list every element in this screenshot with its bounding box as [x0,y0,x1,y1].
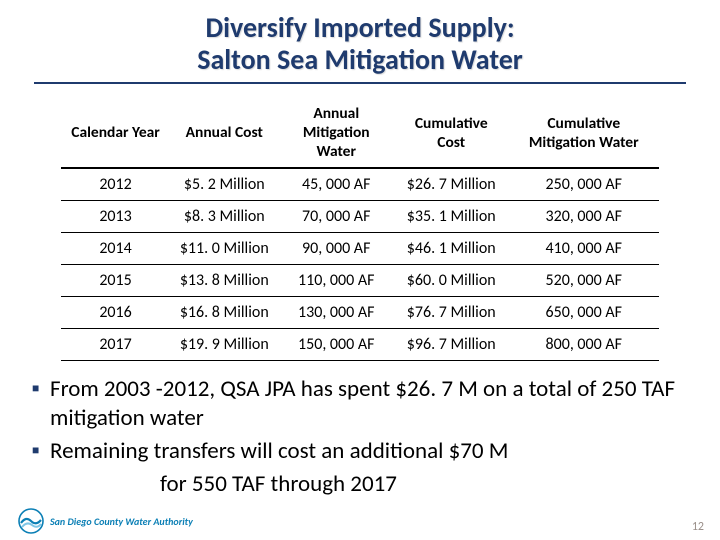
table-cell: 2013 [61,201,170,233]
table-cell: 800, 000 AF [509,329,659,361]
table-cell: $11. 0 Million [170,233,279,265]
table-header-row: Calendar Year Annual Cost Annual Mitigat… [61,98,658,168]
col-cum-cost: Cumulative Cost [394,98,509,168]
bullet-1: ■ From 2003 -2012, QSA JPA has spent $26… [32,375,688,433]
bullet-2-cont-text: for 550 TAF through 2017 [50,470,688,499]
slide-title: Diversify Imported Supply: Salton Sea Mi… [24,12,696,76]
table-row: 2013$8. 3 Million70, 000 AF$35. 1 Millio… [61,201,658,233]
title-line-2: Salton Sea Mitigation Water [197,42,523,77]
table-cell: $16. 8 Million [170,297,279,329]
bullet-list: ■ From 2003 -2012, QSA JPA has spent $26… [32,375,688,498]
table-cell: $5. 2 Million [170,168,279,201]
table-cell: 2015 [61,265,170,297]
table-cell: $60. 0 Million [394,265,509,297]
table-row: 2016$16. 8 Million130, 000 AF$76. 7 Mill… [61,297,658,329]
table-cell: 130, 000 AF [279,297,394,329]
table-cell: 2017 [61,329,170,361]
table-cell: $46. 1 Million [394,233,509,265]
table-cell: $76. 7 Million [394,297,509,329]
table-cell: $13. 8 Million [170,265,279,297]
table-body: 2012$5. 2 Million45, 000 AF$26. 7 Millio… [61,168,658,361]
page-number: 12 [692,520,704,534]
table-cell: 650, 000 AF [509,297,659,329]
table-cell: 110, 000 AF [279,265,394,297]
title-underline [34,82,686,84]
bullet-2-cont: for 550 TAF through 2017 [32,470,688,499]
table-cell: 2016 [61,297,170,329]
bullet-1-text: From 2003 -2012, QSA JPA has spent $26. … [50,375,688,433]
table-cell: 2012 [61,168,170,201]
col-cum-mit: Cumulative Mitigation Water [509,98,659,168]
table-cell: $19. 9 Million [170,329,279,361]
table-row: 2017$19. 9 Million150, 000 AF$96. 7 Mill… [61,329,658,361]
table-cell: 320, 000 AF [509,201,659,233]
table-cell: $26. 7 Million [394,168,509,201]
mitigation-table: Calendar Year Annual Cost Annual Mitigat… [61,98,658,361]
table-row: 2014$11. 0 Million90, 000 AF$46. 1 Milli… [61,233,658,265]
table-cell: $8. 3 Million [170,201,279,233]
bullet-marker-icon: ■ [32,437,50,466]
footer: San Diego County Water Authority 12 [0,508,720,534]
table-cell: 70, 000 AF [279,201,394,233]
col-annual-mit: Annual Mitigation Water [279,98,394,168]
title-line-1: Diversify Imported Supply: [205,10,514,45]
table-cell: $35. 1 Million [394,201,509,233]
bullet-2: ■ Remaining transfers will cost an addit… [32,437,688,466]
col-annual-cost: Annual Cost [170,98,279,168]
logo-text: San Diego County Water Authority [50,515,193,528]
bullet-marker-icon: ■ [32,375,50,433]
table-cell: 150, 000 AF [279,329,394,361]
table-cell: 250, 000 AF [509,168,659,201]
table-cell: 410, 000 AF [509,233,659,265]
table-cell: 2014 [61,233,170,265]
table-cell: 45, 000 AF [279,168,394,201]
org-logo: San Diego County Water Authority [18,508,193,534]
col-year: Calendar Year [61,98,170,168]
table-cell: 520, 000 AF [509,265,659,297]
table-cell: $96. 7 Million [394,329,509,361]
table-cell: 90, 000 AF [279,233,394,265]
table-row: 2015$13. 8 Million110, 000 AF$60. 0 Mill… [61,265,658,297]
bullet-2-text: Remaining transfers will cost an additio… [50,437,688,466]
table-row: 2012$5. 2 Million45, 000 AF$26. 7 Millio… [61,168,658,201]
slide: Diversify Imported Supply: Salton Sea Mi… [0,0,720,540]
wave-icon [18,508,44,534]
